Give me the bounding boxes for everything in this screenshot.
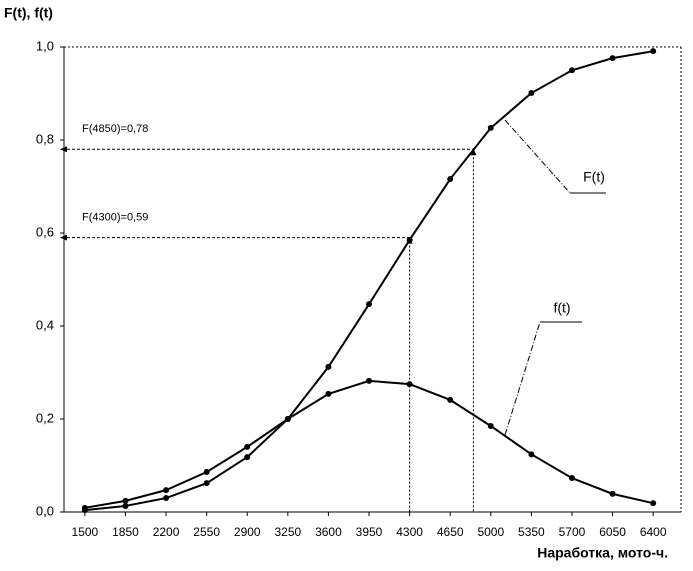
point — [568, 67, 575, 74]
leader-line — [504, 321, 541, 436]
y-tick-label: 0,6 — [36, 224, 54, 239]
annotation-arrow — [470, 148, 477, 156]
point — [203, 469, 210, 476]
point — [122, 497, 129, 504]
point — [609, 490, 616, 497]
point — [163, 487, 170, 494]
point — [366, 377, 373, 384]
series-line — [84, 50, 654, 512]
leader-line — [504, 119, 571, 194]
x-tick-label: 5700 — [559, 525, 586, 539]
point — [447, 396, 454, 403]
y-tick-label: 0,0 — [36, 503, 54, 518]
y-tick-label: 0,8 — [36, 131, 54, 146]
point — [203, 480, 210, 487]
x-tick-label: 5000 — [477, 525, 504, 539]
point — [528, 90, 535, 97]
y-tick-label: 0,4 — [36, 317, 54, 332]
x-tick-label: 3950 — [356, 525, 383, 539]
point — [163, 495, 170, 502]
x-tick-label: 2550 — [193, 525, 220, 539]
series-line — [84, 379, 654, 509]
point — [244, 454, 251, 461]
point — [650, 500, 657, 507]
x-tick-label: 2200 — [153, 525, 180, 539]
point — [284, 416, 291, 422]
point — [81, 504, 88, 511]
x-tick-label: 4650 — [437, 525, 464, 539]
point — [568, 475, 575, 482]
x-tick-label: 6400 — [640, 525, 667, 539]
point — [487, 422, 494, 429]
point — [325, 363, 332, 370]
x-tick-label: 5350 — [518, 525, 545, 539]
point — [122, 502, 129, 509]
series-label: f(t) — [553, 300, 570, 316]
point — [528, 451, 535, 458]
annotation-label: F(4850)=0,78 — [82, 123, 148, 135]
point — [244, 443, 251, 450]
x-tick-label: 3600 — [315, 525, 342, 539]
point — [366, 301, 373, 308]
x-tick-label: 3250 — [274, 525, 301, 539]
y-axis-label: F(t), f(t) — [4, 5, 53, 21]
point — [447, 176, 454, 183]
point — [609, 55, 616, 62]
x-tick-label: 1850 — [112, 525, 139, 539]
point — [487, 124, 494, 131]
x-tick-label: 4300 — [396, 525, 423, 539]
annotation-arrow — [60, 146, 67, 153]
series-label: F(t) — [583, 169, 605, 185]
point — [406, 381, 413, 388]
x-axis-label: Наработка, мото-ч. — [537, 545, 668, 561]
point — [325, 390, 332, 397]
x-tick-label: 1500 — [72, 525, 99, 539]
y-tick-label: 0,2 — [36, 410, 54, 425]
annotation-arrow — [60, 234, 67, 241]
x-tick-label: 2900 — [234, 525, 261, 539]
x-tick-label: 6050 — [599, 525, 626, 539]
point — [406, 236, 413, 243]
point — [650, 48, 657, 55]
annotation-label: F(4300)=0,59 — [82, 212, 148, 224]
y-tick-label: 1,0 — [36, 38, 54, 53]
